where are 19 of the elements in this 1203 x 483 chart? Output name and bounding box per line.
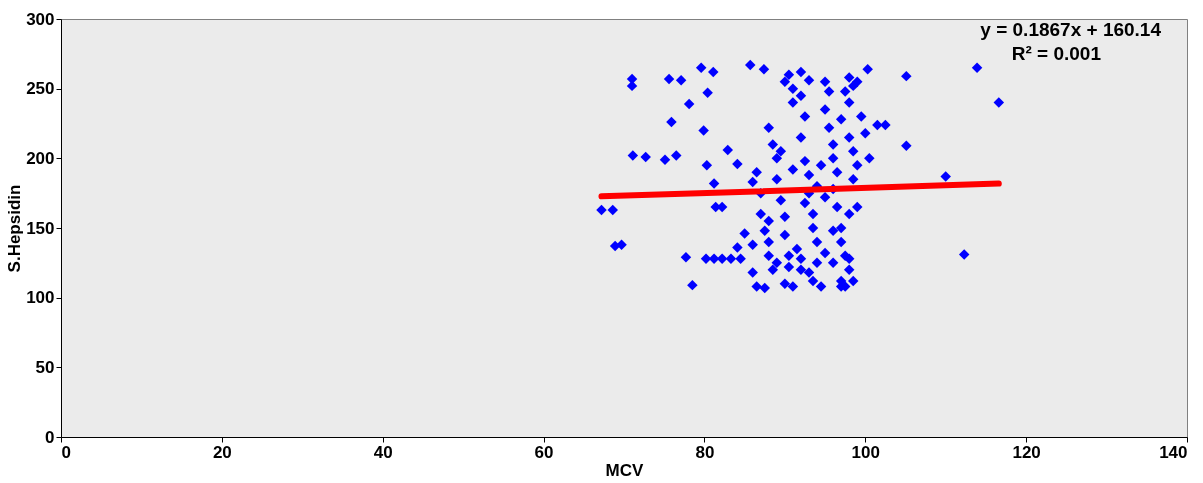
x-tick-label: 60 — [534, 442, 554, 462]
y-tick-label: 250 — [26, 79, 55, 99]
x-tick-label: 120 — [1012, 442, 1041, 462]
y-tick-label: 0 — [45, 427, 55, 447]
y-tick-label: 50 — [35, 357, 55, 377]
x-tick-label: 20 — [212, 442, 232, 462]
y-tick-label: 300 — [26, 9, 55, 29]
x-tick-label: 0 — [61, 442, 71, 462]
x-tick-label: 100 — [851, 442, 880, 462]
y-tick-label: 100 — [26, 288, 55, 308]
y-axis-title: S.Hepsidin — [5, 184, 25, 273]
y-tick-label: 150 — [26, 218, 55, 238]
annotation: y = 0.1867x + 160.14 — [980, 19, 1162, 40]
x-tick-label: 140 — [1159, 442, 1188, 462]
annotation: R² = 0.001 — [1011, 43, 1102, 64]
x-tick-label: 80 — [695, 442, 715, 462]
y-tick-label: 200 — [26, 148, 55, 168]
x-axis-title: MCV — [605, 460, 645, 480]
x-tick-label: 40 — [373, 442, 393, 462]
